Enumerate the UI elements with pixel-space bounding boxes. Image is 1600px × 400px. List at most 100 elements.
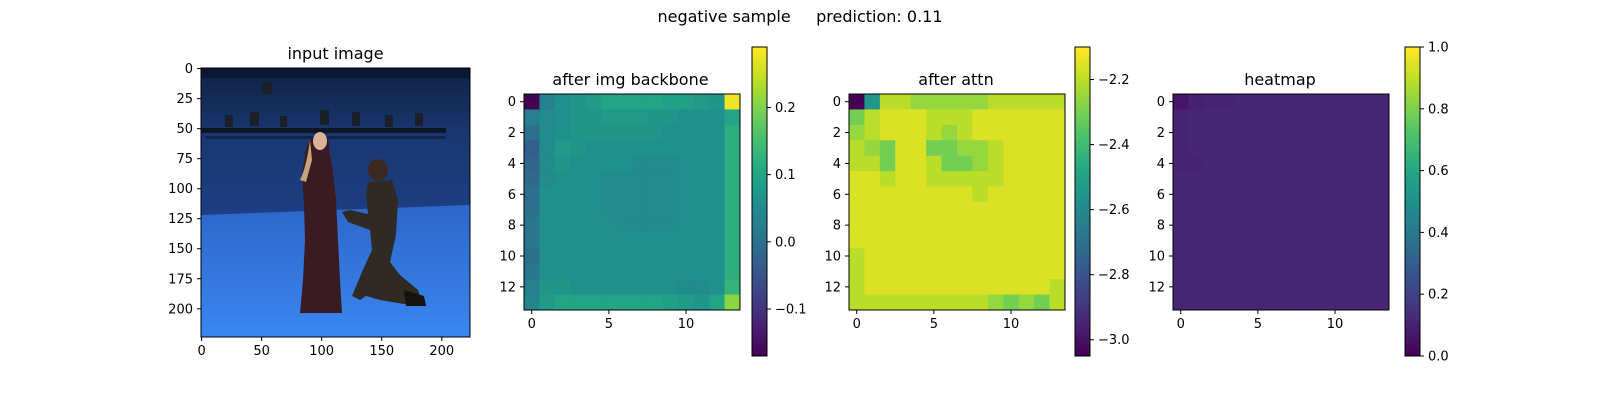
colorbar-segment xyxy=(752,90,767,94)
colorbar-segment xyxy=(1405,241,1420,246)
heatmap-cell xyxy=(941,186,958,203)
heatmap-cell xyxy=(724,217,741,234)
heatmap-cell xyxy=(1049,263,1066,280)
heatmap-cell xyxy=(1250,186,1266,203)
colorbar-segment xyxy=(1405,53,1420,57)
heatmap-cell xyxy=(1018,186,1035,203)
heatmap-cell xyxy=(585,140,602,157)
heatmap-cell xyxy=(910,171,927,187)
x-axis-ticks: 0 50 100 150 200 xyxy=(197,337,454,359)
colorbar-segment xyxy=(1405,281,1420,286)
colorbar-segment xyxy=(752,232,767,236)
heatmap-cell xyxy=(926,186,942,203)
heatmap-cell xyxy=(910,232,927,249)
colorbar-segment xyxy=(1075,306,1090,311)
after-img-backbone-panel: after img backbone 0 5 10 0 2 4 6 8 10 12 −0.1 0.… xyxy=(499,46,807,357)
heatmap-cell xyxy=(1265,155,1282,172)
heatmap-cell xyxy=(570,186,587,203)
heatmap-cell xyxy=(1188,232,1205,249)
heatmap-cell xyxy=(524,140,540,157)
heatmap-cell xyxy=(585,217,602,234)
colorbar-segment xyxy=(1405,213,1420,218)
colorbar-segment xyxy=(1405,62,1420,67)
colorbar-segment xyxy=(1075,303,1090,308)
heatmap-cell xyxy=(1311,94,1328,110)
heatmap-cell xyxy=(1373,202,1390,218)
heatmap-cell xyxy=(539,279,556,295)
heatmap-cell xyxy=(926,294,942,311)
heatmap-cell xyxy=(1049,155,1066,172)
heatmap-cell xyxy=(1373,263,1390,280)
colorbar-segment xyxy=(1405,170,1420,175)
heatmap-cell xyxy=(1018,124,1035,141)
heatmap-cell xyxy=(1234,279,1251,295)
heatmap-cell xyxy=(709,294,725,311)
heatmap-cell xyxy=(1003,294,1020,311)
colorbar-segment xyxy=(752,257,767,261)
heatmap-cell xyxy=(662,186,679,203)
heatmap-cell xyxy=(1173,294,1189,311)
heatmap-cell xyxy=(972,124,989,141)
heatmap-cell xyxy=(662,232,679,249)
heatmap-cell xyxy=(864,232,881,249)
heatmap-cell xyxy=(1358,294,1374,311)
heatmap-cell xyxy=(1296,248,1313,265)
colorbar-segment xyxy=(1405,312,1420,317)
heatmap-cell xyxy=(926,248,942,265)
colorbar-segment xyxy=(752,139,767,144)
heatmap-cell xyxy=(895,248,912,265)
heatmap-cell xyxy=(1049,140,1066,157)
colorbar-segment xyxy=(1405,93,1420,97)
colorbar-segment xyxy=(1405,80,1420,85)
colorbar-segment xyxy=(1075,241,1090,246)
heatmap-cell xyxy=(1342,140,1359,157)
colorbar-segment xyxy=(1405,300,1420,304)
colorbar-segment xyxy=(752,250,767,255)
heatmap-cell xyxy=(632,109,648,126)
heatmap-cell xyxy=(678,202,695,218)
heatmap-cell xyxy=(926,94,942,110)
heatmap-cell xyxy=(1296,171,1313,187)
heatmap-cell xyxy=(585,186,602,203)
heatmap-cell xyxy=(1373,124,1390,141)
heatmap-cell xyxy=(1281,279,1297,295)
y-tick-label: 2 xyxy=(1157,126,1165,141)
heatmap-cell xyxy=(941,248,958,265)
heatmap-cell xyxy=(1188,263,1205,280)
heatmap-cell xyxy=(895,217,912,234)
heatmap-cell xyxy=(957,248,973,265)
y-tick-label: 50 xyxy=(176,122,193,137)
heatmap-cell xyxy=(864,248,881,265)
heatmap-cell xyxy=(1034,248,1050,265)
colorbar-segment xyxy=(1405,130,1420,135)
heatmap-cell xyxy=(895,171,912,187)
heatmap-cell xyxy=(632,202,648,218)
heatmap-cell xyxy=(972,279,989,295)
heatmap-cell xyxy=(678,248,695,265)
heatmap-cell xyxy=(709,171,725,187)
heatmap-cell xyxy=(601,186,617,203)
panel-title-after-img-backbone: after img backbone xyxy=(552,70,708,89)
heatmap-cell xyxy=(1203,186,1220,203)
heatmap-cell xyxy=(709,140,725,157)
colorbar-segment xyxy=(752,167,767,172)
heatmap-cell xyxy=(1003,155,1020,172)
colorbar-segment xyxy=(1075,297,1090,301)
heatmap-cell xyxy=(849,248,865,265)
heatmap-cell xyxy=(539,94,556,110)
heatmap-cell xyxy=(895,155,912,172)
heatmap-cell xyxy=(570,202,587,218)
colorbar-segment xyxy=(1405,303,1420,308)
heatmap-cell xyxy=(1265,171,1282,187)
y-axis-ticks: 0 25 50 75 100 125 150 175 200 xyxy=(168,62,201,317)
colorbar-segment xyxy=(752,275,767,280)
heatmap-cell xyxy=(647,155,664,172)
heatmap-cell xyxy=(987,294,1004,311)
colorbar-segment xyxy=(752,331,767,335)
heatmap-cell xyxy=(910,124,927,141)
heatmap-cell xyxy=(1203,279,1220,295)
heatmap-cell xyxy=(864,94,881,110)
colorbar-segment xyxy=(1405,254,1420,258)
colorbar-segment xyxy=(1075,71,1090,76)
heatmap-cell xyxy=(1250,294,1266,311)
